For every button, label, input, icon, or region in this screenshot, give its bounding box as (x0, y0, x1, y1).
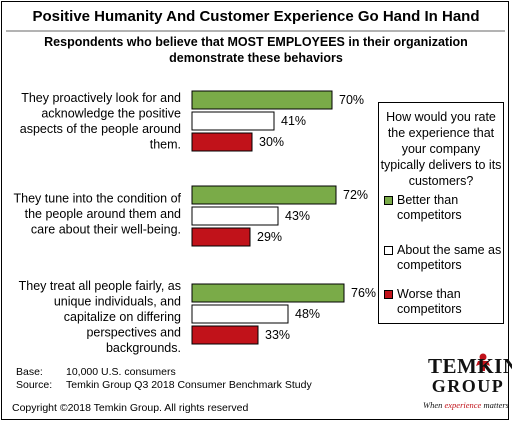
base-label: Base: (16, 366, 43, 378)
base-note: Base: 10,000 U.S. consumers Source: Temkin… (16, 366, 312, 392)
logo-line1: TEMKIN (428, 354, 512, 378)
bar-worse (191, 227, 251, 247)
value-label-same: 43% (285, 209, 310, 223)
value-label-same: 48% (295, 307, 320, 321)
legend-swatch-better (384, 196, 393, 205)
category-labels: They proactively look for and acknowledge… (14, 91, 182, 355)
bar-same (191, 111, 275, 131)
legend-swatch-same (384, 246, 393, 255)
value-label-same: 41% (281, 114, 306, 128)
source-value: Temkin Group Q3 2018 Consumer Benchmark … (66, 379, 312, 391)
value-label-better: 72% (343, 188, 368, 202)
logo-line2: GROUP (431, 376, 505, 396)
bar-better (191, 90, 333, 110)
category-label: They proactively look for and acknowledge… (20, 91, 181, 152)
value-label-better: 76% (351, 286, 376, 300)
legend-label-worse: Worse than competitors (397, 287, 462, 316)
value-label-worse: 29% (257, 230, 282, 244)
logo-figure-icon (476, 353, 490, 371)
legend-title: How would you rate the experience that y… (380, 110, 502, 188)
bar-worse (191, 132, 253, 152)
bar-same (191, 304, 289, 324)
legend: How would you rate the experience that y… (378, 102, 504, 324)
bar-same (191, 206, 279, 226)
title-divider (6, 30, 505, 32)
chart-subtitle: Respondents who believe that MOST EMPLOY… (44, 35, 468, 65)
tagline-post: matters (481, 400, 509, 410)
legend-label-same: About the same as competitors (397, 243, 502, 272)
bar-better (191, 283, 345, 303)
tagline-pre: When (423, 400, 445, 410)
bars (191, 90, 345, 345)
value-label-better: 70% (339, 93, 364, 107)
value-label-worse: 33% (265, 328, 290, 342)
base-value: 10,000 U.S. consumers (66, 366, 176, 378)
bar-worse (191, 325, 259, 345)
chart-title: Positive Humanity And Customer Experienc… (32, 8, 480, 25)
category-label: They treat all people fairly, as unique i… (19, 279, 181, 355)
value-label-worse: 30% (259, 135, 284, 149)
value-labels: 70% 41% 30% 72% 43%29% 76% 48% 33% (257, 93, 376, 342)
temkin-group-logo: TEMKIN GROUP When experience matters (423, 352, 512, 416)
copyright: Copyright ©2018 Temkin Group. All rights… (12, 402, 249, 414)
bar-better (191, 185, 337, 205)
source-label: Source: (16, 379, 53, 391)
tagline-accent: experience (444, 400, 482, 410)
category-label: They tune into the condition of the peopl… (14, 192, 182, 237)
logo-tagline: When experience matters (420, 400, 512, 410)
legend-swatch-worse (384, 290, 393, 299)
legend-label-better: Better than competitors (397, 193, 462, 222)
